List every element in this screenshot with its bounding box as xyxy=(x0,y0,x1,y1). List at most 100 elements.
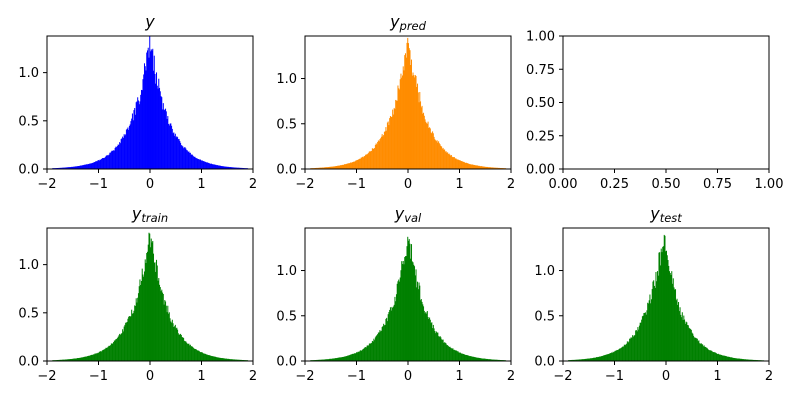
histogram-bar xyxy=(365,154,367,169)
histogram-bar xyxy=(365,154,367,169)
histogram-bar xyxy=(492,167,494,169)
histogram-bar xyxy=(336,358,338,361)
histogram-bar xyxy=(232,359,234,361)
histogram-bar xyxy=(674,289,676,361)
histogram-bar xyxy=(606,354,608,361)
histogram-bar xyxy=(146,50,148,169)
histogram-bar xyxy=(626,341,628,361)
histogram-bar xyxy=(626,343,628,361)
histogram-bar xyxy=(167,305,169,361)
histogram-bar xyxy=(742,359,744,361)
histogram-bar xyxy=(431,322,433,361)
histogram-bar xyxy=(437,142,439,169)
histogram-bar xyxy=(128,125,130,169)
histogram-bar xyxy=(59,167,61,169)
histogram-bar xyxy=(673,287,675,361)
histogram-bar xyxy=(319,167,321,169)
histogram-bar xyxy=(67,167,69,169)
histogram-bar xyxy=(736,358,737,361)
histogram-bar xyxy=(325,167,327,169)
histogram-bar xyxy=(457,159,459,169)
x-tick-label: 0 xyxy=(404,369,412,384)
histogram-bar xyxy=(438,336,440,361)
histogram-bar xyxy=(217,165,219,169)
histogram-bar xyxy=(227,166,229,169)
histogram-bar xyxy=(131,309,133,361)
histogram-bar xyxy=(235,359,237,361)
histogram-bar xyxy=(463,354,465,361)
histogram-bar xyxy=(81,357,83,361)
histogram-bar xyxy=(403,264,405,361)
histogram-bar xyxy=(632,335,634,361)
histogram-bar xyxy=(389,116,391,169)
histogram-bar xyxy=(321,359,323,361)
histogram-bar xyxy=(723,355,725,361)
histogram-bar xyxy=(371,150,373,169)
histogram-bar xyxy=(104,157,106,169)
subplot-4: −2 −1 0 1 2 0.0 0.5 1.0 ytrain xyxy=(18,204,257,384)
x-tick-label: 1.00 xyxy=(755,177,784,192)
histogram-bar xyxy=(647,302,649,361)
histogram-bar xyxy=(158,278,160,361)
histogram-bar xyxy=(83,356,85,361)
histogram-bar xyxy=(169,123,171,169)
histogram-bar xyxy=(235,167,237,169)
histogram-bar xyxy=(71,358,73,361)
histogram-bar xyxy=(109,152,111,169)
histogram-bar xyxy=(383,131,385,169)
histogram-bar xyxy=(647,303,649,361)
histogram-bar xyxy=(93,162,95,169)
histogram-bar xyxy=(70,358,72,361)
histogram-bar xyxy=(185,148,187,169)
histogram-bar xyxy=(185,341,187,361)
histogram-bar xyxy=(487,359,489,361)
histogram-bar xyxy=(456,159,458,169)
histogram-bar xyxy=(174,135,176,169)
histogram-bar xyxy=(730,357,732,361)
histogram-bar xyxy=(189,345,191,361)
histogram-bar xyxy=(186,150,188,169)
histogram-bar xyxy=(342,356,344,361)
histogram-bar xyxy=(455,158,457,169)
histogram-bar xyxy=(471,164,473,169)
histogram-bars xyxy=(52,232,249,361)
histogram-bar xyxy=(108,154,110,169)
histogram-bar xyxy=(611,352,613,361)
histogram-bar xyxy=(147,47,149,169)
histogram-bar xyxy=(754,359,756,361)
histogram-bar xyxy=(125,134,127,169)
histogram-bar xyxy=(384,131,386,169)
histogram-bar xyxy=(323,167,325,169)
histogram-bar xyxy=(156,259,158,361)
histogram-bar xyxy=(719,354,721,361)
histogram-bar xyxy=(126,128,128,169)
histogram-bar xyxy=(341,357,343,361)
histogram-bar xyxy=(113,340,115,361)
histogram-bar xyxy=(86,164,88,169)
histogram-bar xyxy=(161,97,163,169)
histogram-bar xyxy=(474,357,476,361)
histogram-bar xyxy=(112,343,114,361)
histogram-bar xyxy=(471,356,473,361)
histogram-bar xyxy=(328,166,330,169)
histogram-bar xyxy=(720,354,722,361)
histogram-bar xyxy=(453,349,455,361)
histogram-bar xyxy=(667,260,669,361)
histogram-bar xyxy=(440,337,442,361)
title-subscript: train xyxy=(141,211,168,225)
histogram-bar xyxy=(223,358,225,361)
histogram-bar xyxy=(438,143,440,169)
histogram-bar xyxy=(751,359,753,361)
histogram-bar xyxy=(377,332,379,361)
histogram-bar xyxy=(356,352,358,361)
histogram-bar xyxy=(234,167,236,169)
histogram-bar xyxy=(656,271,658,361)
histogram-bar xyxy=(88,164,90,169)
histogram-bar xyxy=(450,347,452,361)
histogram-bar xyxy=(171,125,173,169)
histogram-bar xyxy=(475,165,477,169)
histogram-bar xyxy=(702,346,704,361)
histogram-bar xyxy=(65,359,67,361)
histogram-bar xyxy=(154,262,156,361)
histogram-bar xyxy=(142,79,144,169)
